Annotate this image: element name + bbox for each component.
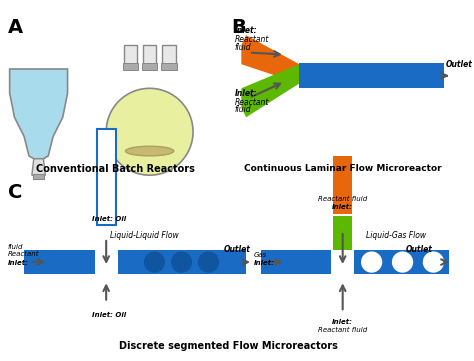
Text: Inlet: Oil: Inlet: Oil — [92, 312, 126, 318]
Polygon shape — [241, 64, 299, 117]
Bar — [97, 129, 116, 225]
Text: Reactant fluid: Reactant fluid — [318, 196, 367, 202]
Text: Reactant: Reactant — [235, 98, 269, 107]
Text: Conventional Batch Reactors: Conventional Batch Reactors — [36, 164, 195, 174]
Text: fluid: fluid — [235, 43, 251, 52]
Bar — [299, 63, 444, 88]
Circle shape — [361, 252, 382, 273]
Text: Discrete segmented Flow Microreactors: Discrete segmented Flow Microreactors — [119, 341, 338, 351]
Bar — [142, 63, 157, 70]
Text: Reactant: Reactant — [235, 35, 269, 44]
Text: Inlet:: Inlet: — [8, 260, 28, 266]
Text: Continuous Laminar Flow Microreactor: Continuous Laminar Flow Microreactor — [244, 164, 441, 173]
Bar — [124, 45, 137, 69]
Bar — [95, 251, 118, 274]
Text: Inlet:: Inlet: — [254, 260, 275, 266]
Polygon shape — [32, 159, 46, 175]
Circle shape — [106, 88, 193, 175]
Text: fluid: fluid — [235, 105, 251, 114]
Bar — [333, 156, 352, 214]
Bar — [261, 251, 449, 274]
Bar — [161, 63, 177, 70]
Circle shape — [423, 252, 444, 273]
Text: Gas: Gas — [254, 252, 267, 258]
Bar — [123, 63, 138, 70]
Circle shape — [198, 252, 219, 273]
Bar — [162, 45, 176, 69]
Text: A: A — [8, 18, 23, 37]
Bar — [331, 251, 354, 274]
Text: fluid: fluid — [8, 244, 23, 249]
Text: Reactant: Reactant — [8, 251, 39, 257]
Bar — [24, 251, 246, 274]
Text: Inlet:: Inlet: — [235, 89, 257, 98]
Text: Inlet: Oil: Inlet: Oil — [92, 216, 126, 222]
Text: Liquid-Gas Flow: Liquid-Gas Flow — [366, 231, 426, 240]
Circle shape — [392, 252, 413, 273]
Text: Reactant fluid: Reactant fluid — [318, 327, 367, 332]
Bar — [33, 174, 45, 179]
Text: Outlet: Outlet — [405, 245, 432, 255]
Text: Outlet: Outlet — [446, 60, 473, 69]
Text: Outlet: Outlet — [224, 245, 251, 255]
Bar — [333, 216, 352, 274]
Polygon shape — [11, 74, 65, 117]
Ellipse shape — [126, 146, 174, 156]
Text: Inlet:: Inlet: — [332, 319, 353, 325]
Text: Liquid-Liquid Flow: Liquid-Liquid Flow — [110, 231, 179, 240]
Text: Inlet:: Inlet: — [235, 26, 257, 35]
Bar — [143, 45, 156, 69]
Circle shape — [171, 252, 192, 273]
Polygon shape — [9, 69, 68, 159]
Text: B: B — [232, 18, 246, 37]
Polygon shape — [241, 35, 299, 83]
Text: C: C — [8, 183, 22, 202]
Text: Inlet:: Inlet: — [332, 204, 353, 210]
Circle shape — [144, 252, 165, 273]
